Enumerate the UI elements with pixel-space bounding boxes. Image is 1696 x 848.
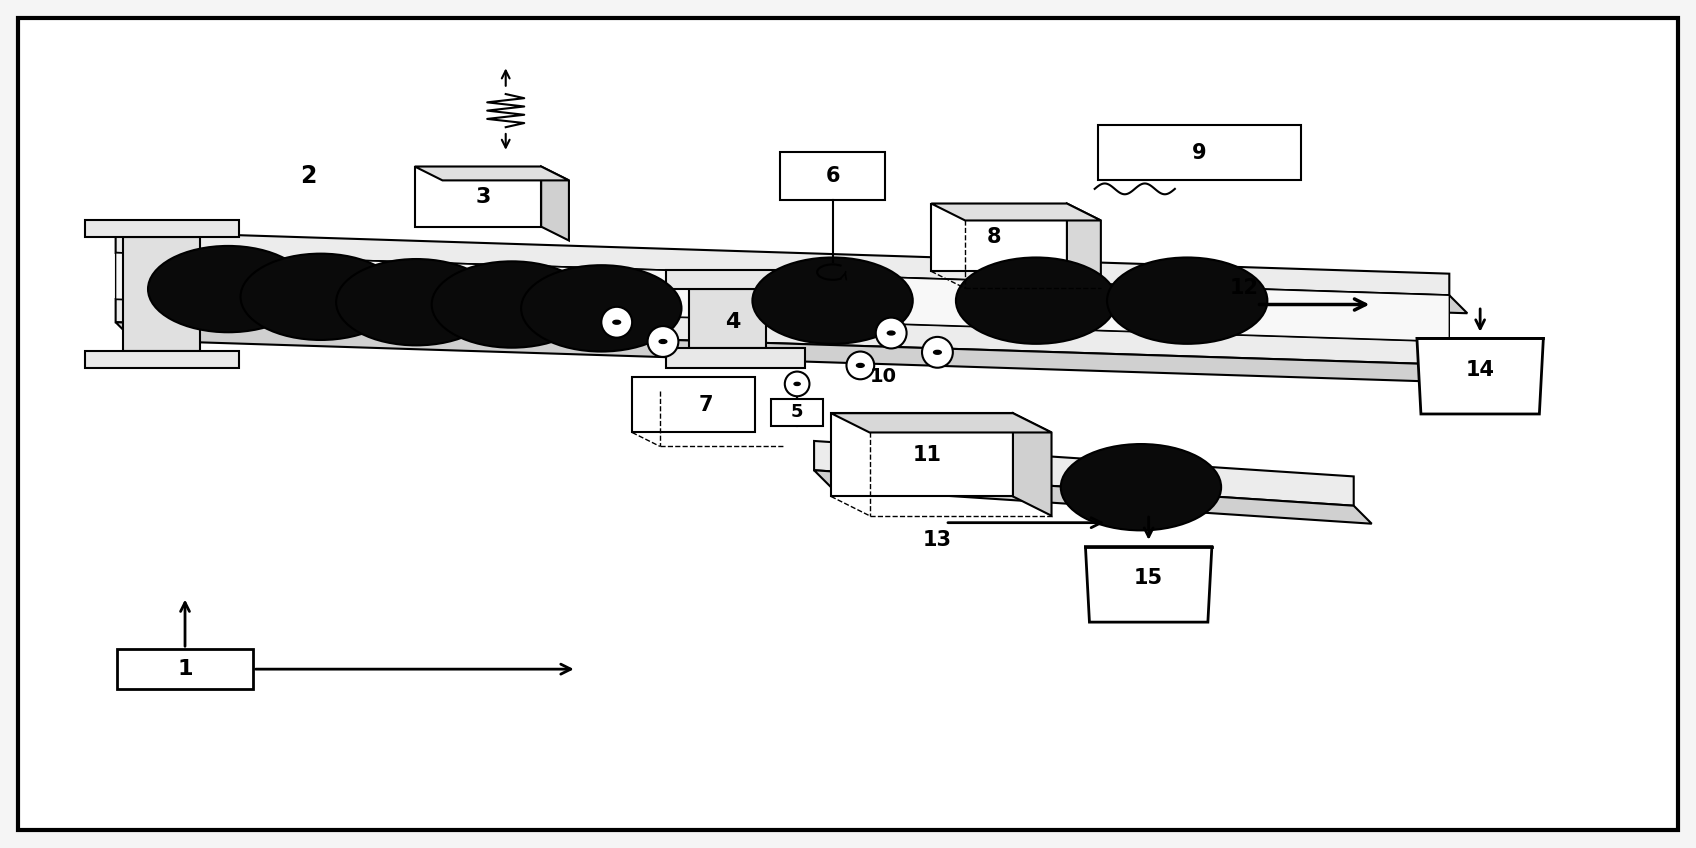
Polygon shape xyxy=(85,351,239,369)
Polygon shape xyxy=(814,471,1372,524)
Polygon shape xyxy=(115,253,1467,313)
Polygon shape xyxy=(124,237,200,351)
Text: 7: 7 xyxy=(699,394,712,415)
Text: 1: 1 xyxy=(178,659,193,679)
Circle shape xyxy=(602,307,633,338)
Circle shape xyxy=(785,371,809,396)
Polygon shape xyxy=(115,322,1467,382)
Polygon shape xyxy=(85,220,239,237)
Polygon shape xyxy=(541,166,568,241)
Polygon shape xyxy=(831,413,1052,432)
Ellipse shape xyxy=(957,258,1116,343)
Ellipse shape xyxy=(753,258,912,343)
Ellipse shape xyxy=(794,382,801,386)
Polygon shape xyxy=(814,441,1353,505)
Text: 13: 13 xyxy=(923,530,951,550)
Polygon shape xyxy=(667,349,806,368)
Polygon shape xyxy=(115,232,1450,295)
Polygon shape xyxy=(689,289,767,349)
Text: 11: 11 xyxy=(912,445,941,465)
Text: 9: 9 xyxy=(1192,142,1208,163)
Bar xyxy=(831,413,1013,496)
Text: 8: 8 xyxy=(987,227,1001,248)
Polygon shape xyxy=(1416,338,1543,414)
Text: 4: 4 xyxy=(724,312,739,332)
Ellipse shape xyxy=(241,254,400,340)
Ellipse shape xyxy=(336,259,497,345)
Text: 12: 12 xyxy=(1230,277,1258,298)
Bar xyxy=(931,204,1067,271)
Circle shape xyxy=(648,326,678,357)
Text: 5: 5 xyxy=(790,404,804,421)
Bar xyxy=(772,399,823,426)
Circle shape xyxy=(875,318,907,349)
Text: 6: 6 xyxy=(826,165,840,186)
Bar xyxy=(117,649,253,689)
Bar xyxy=(1097,125,1301,181)
Ellipse shape xyxy=(887,331,895,335)
Polygon shape xyxy=(1067,204,1101,288)
Ellipse shape xyxy=(660,339,667,343)
Bar xyxy=(633,377,755,432)
Polygon shape xyxy=(931,204,1101,220)
Polygon shape xyxy=(667,270,806,289)
Circle shape xyxy=(846,352,873,379)
Circle shape xyxy=(923,337,953,368)
Ellipse shape xyxy=(612,321,621,324)
Text: 15: 15 xyxy=(1135,568,1163,589)
Polygon shape xyxy=(115,299,1450,365)
Ellipse shape xyxy=(933,350,941,354)
Ellipse shape xyxy=(148,246,309,332)
Ellipse shape xyxy=(1107,258,1267,343)
Bar xyxy=(780,152,885,199)
Ellipse shape xyxy=(521,265,682,352)
Bar xyxy=(416,166,541,226)
Text: 3: 3 xyxy=(475,187,490,207)
FancyBboxPatch shape xyxy=(19,18,1677,830)
Ellipse shape xyxy=(856,364,865,367)
Ellipse shape xyxy=(432,261,592,348)
Polygon shape xyxy=(1085,547,1213,622)
Polygon shape xyxy=(1013,413,1052,516)
Ellipse shape xyxy=(1060,444,1221,530)
Polygon shape xyxy=(115,253,1450,342)
Text: 10: 10 xyxy=(870,366,897,386)
Text: 14: 14 xyxy=(1465,360,1494,380)
Polygon shape xyxy=(416,166,568,181)
Text: 2: 2 xyxy=(300,164,317,187)
